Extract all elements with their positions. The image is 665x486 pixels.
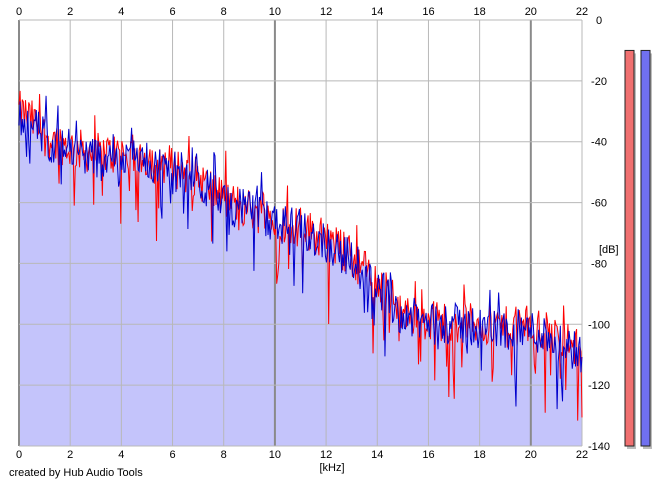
x-tick-label-top: 2 <box>67 6 73 18</box>
x-tick-label-top: 8 <box>221 6 227 18</box>
grid-lines <box>18 19 583 447</box>
x-tick-label-bottom: 0 <box>16 449 22 461</box>
meter-right <box>640 49 651 447</box>
x-tick-label-top: 0 <box>16 6 22 18</box>
x-tick-label-bottom: 8 <box>221 449 227 461</box>
y-tick-label: -100 <box>588 319 610 331</box>
x-tick-label-top: 14 <box>371 6 383 18</box>
axis-ticks: 002244668810101212141416161818202022220-… <box>16 6 610 461</box>
x-axis-label: [kHz] <box>319 462 344 474</box>
x-tick-label-top: 6 <box>169 6 175 18</box>
series-line-red <box>18 90 583 421</box>
x-tick-label-bottom: 18 <box>474 449 486 461</box>
spectrum-fill-area <box>19 90 582 447</box>
y-axis-label: [dB] <box>599 244 619 256</box>
x-tick-label-bottom: 22 <box>576 449 588 461</box>
x-tick-label-bottom: 14 <box>371 449 383 461</box>
x-tick-label-top: 22 <box>576 6 588 18</box>
x-tick-label-bottom: 10 <box>269 449 281 461</box>
y-tick-label: -80 <box>591 258 607 270</box>
x-tick-label-bottom: 20 <box>525 449 537 461</box>
x-tick-label-top: 4 <box>118 6 124 18</box>
x-tick-label-top: 16 <box>422 6 434 18</box>
spectrum-series-lines <box>18 90 583 421</box>
y-tick-label: -60 <box>591 198 607 210</box>
x-tick-label-top: 20 <box>525 6 537 18</box>
y-tick-label: -120 <box>588 380 610 392</box>
credit-text: created by Hub Audio Tools <box>9 467 143 479</box>
level-meters <box>624 49 652 450</box>
y-tick-label: -20 <box>591 76 607 88</box>
spectrum-area <box>19 90 582 447</box>
x-tick-label-bottom: 16 <box>422 449 434 461</box>
x-tick-label-bottom: 12 <box>320 449 332 461</box>
y-tick-label: -40 <box>591 137 607 149</box>
x-tick-label-bottom: 4 <box>118 449 124 461</box>
x-tick-label-bottom: 6 <box>169 449 175 461</box>
meter-left <box>624 49 635 447</box>
x-tick-label-bottom: 2 <box>67 449 73 461</box>
x-tick-label-top: 12 <box>320 6 332 18</box>
y-tick-label: -140 <box>588 441 610 453</box>
y-tick-label: 0 <box>596 15 602 27</box>
x-tick-label-top: 18 <box>474 6 486 18</box>
series-line-blue <box>18 95 583 410</box>
x-tick-label-top: 10 <box>269 6 281 18</box>
